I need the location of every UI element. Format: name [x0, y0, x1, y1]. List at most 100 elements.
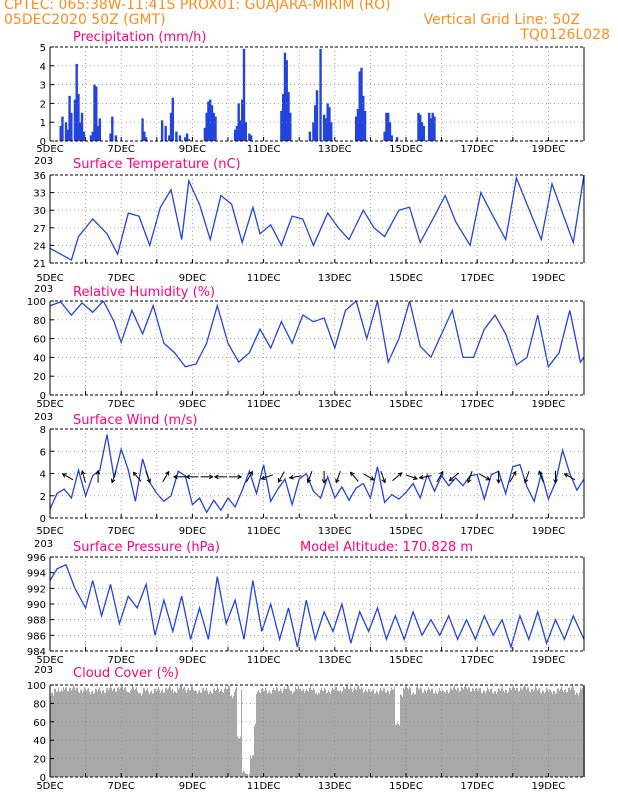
cloud-cover-bar [545, 691, 546, 777]
cloud-cover-bar [331, 690, 332, 777]
y-tick-label: 80 [33, 699, 46, 710]
cloud-cover-bar [206, 687, 207, 777]
cloud-cover-bar [116, 691, 117, 777]
cloud-cover-bar [376, 690, 377, 777]
cloud-cover-bar [307, 690, 308, 777]
panel-3: Surface Wind (m/s) 203 0 2 4 6 8 5DEC 7DEC 9DEC 11… [34, 412, 585, 537]
cloud-cover-bar [575, 694, 576, 777]
cloud-cover-bar [83, 690, 84, 777]
cloud-cover-bar [397, 722, 398, 777]
cloud-cover-bar [475, 688, 476, 777]
cloud-cover-bar [221, 688, 222, 777]
cloud-cover-bar [233, 696, 234, 777]
wind-arrow-head [132, 471, 138, 477]
cloud-cover-bar [81, 689, 82, 777]
panel-0: Precipitation (mm/h) 0 1 2 3 4 5 5DEC 7DEC 9DEC 11… [36, 30, 585, 155]
cloud-cover-bar [447, 690, 448, 777]
panel-1: Surface Temperature (nC) 203 21 24 27 30 33 36 5… [33, 156, 585, 284]
cloud-cover-bar [189, 690, 190, 777]
x-tick-label: 5DEC [36, 655, 63, 666]
cloud-cover-bar [346, 685, 347, 777]
cloud-cover-bar [412, 693, 413, 777]
cloud-cover-bar [564, 689, 565, 777]
cloud-cover-bar [289, 689, 290, 777]
wind-arrow-head [213, 474, 219, 480]
wind-arrow [172, 474, 186, 480]
y-tick-label: 1 [40, 118, 46, 129]
wind-arrow [245, 470, 253, 483]
wind-arrow [277, 471, 285, 483]
cloud-cover-bar [186, 692, 187, 777]
cloud-cover-bar [440, 690, 441, 777]
x-tick-label: 11DEC [247, 526, 281, 537]
x-tick-label: 7DEC [108, 655, 135, 666]
cloud-cover-bar [153, 693, 154, 777]
wind-arrow [538, 470, 544, 483]
cloud-cover-bar [366, 690, 367, 777]
cloud-cover-bar [150, 691, 151, 777]
cloud-cover-bar [204, 691, 205, 777]
cloud-cover-bar [249, 773, 250, 777]
cloud-cover-bar [384, 688, 385, 777]
cloud-cover-bar [489, 691, 490, 777]
precip-bar [314, 105, 317, 141]
cloud-cover-bar [411, 695, 412, 777]
cloud-cover-bar [520, 687, 521, 777]
wind-arrow-head [185, 474, 191, 480]
cloud-cover-bar [210, 690, 211, 777]
y-tick-label: 100 [27, 681, 46, 692]
wind-arrow [448, 472, 459, 482]
cloud-cover-bar [222, 691, 223, 777]
y-tick-label: 2 [40, 492, 46, 503]
cloud-cover-bar [388, 691, 389, 777]
cloud-cover-bar [485, 693, 486, 777]
cloud-cover-bar [162, 689, 163, 777]
cloud-cover-bar [306, 688, 307, 777]
wind-arrow-shaft [538, 471, 544, 483]
cloud-cover-bar [56, 691, 57, 777]
wind-arrow-shaft [392, 472, 403, 482]
cloud-cover-bar [363, 692, 364, 777]
cloud-cover-bar [552, 693, 553, 777]
cloud-cover-bar [375, 693, 376, 777]
cloud-cover-bar [561, 686, 562, 777]
cloud-cover-bar [179, 688, 180, 777]
cloud-cover-bar [523, 687, 524, 777]
cloud-cover-bar [127, 692, 128, 777]
cloud-cover-bar [256, 693, 257, 777]
cloud-cover-bar [492, 692, 493, 777]
cloud-cover-bar [353, 690, 354, 777]
cloud-cover-bar [212, 693, 213, 777]
cloud-cover-bar [341, 692, 342, 777]
cloud-cover-bar [437, 694, 438, 777]
x-tick-label: 11DEC [247, 781, 281, 792]
y-tick-label: 20 [33, 372, 46, 383]
cloud-cover-bar [65, 687, 66, 777]
cloud-cover-bar [120, 687, 121, 777]
cloud-cover-bar [142, 693, 143, 777]
cloud-cover-bar [480, 688, 481, 777]
cloud-cover-bar [364, 691, 365, 777]
cloud-cover-bar [431, 688, 432, 777]
cloud-cover-bar [326, 693, 327, 777]
wind-arrow [436, 470, 444, 483]
vertical-grid-note: Vertical Grid Line: 50Z [423, 12, 580, 28]
cloud-cover-bar [459, 691, 460, 777]
cloud-cover-bar [269, 690, 270, 777]
precip-bar [93, 84, 96, 141]
cloud-cover-bar [359, 688, 360, 777]
wind-arrow-head [439, 470, 444, 476]
precip-bar [427, 112, 431, 141]
cloud-cover-bar [231, 695, 232, 777]
wind-arrow [509, 470, 517, 483]
wind-arrow-head [381, 478, 387, 484]
wind-arrow-shaft [467, 471, 473, 483]
cloud-cover-bar [352, 692, 353, 777]
cloud-cover-bar [241, 689, 242, 777]
cloud-cover-bar [199, 689, 200, 777]
cloud-cover-bar [93, 693, 94, 777]
wind-arrow [466, 471, 473, 484]
cloud-cover-bar [84, 687, 85, 777]
cloud-cover-bar [114, 687, 115, 777]
cloud-cover-bar [185, 690, 186, 777]
